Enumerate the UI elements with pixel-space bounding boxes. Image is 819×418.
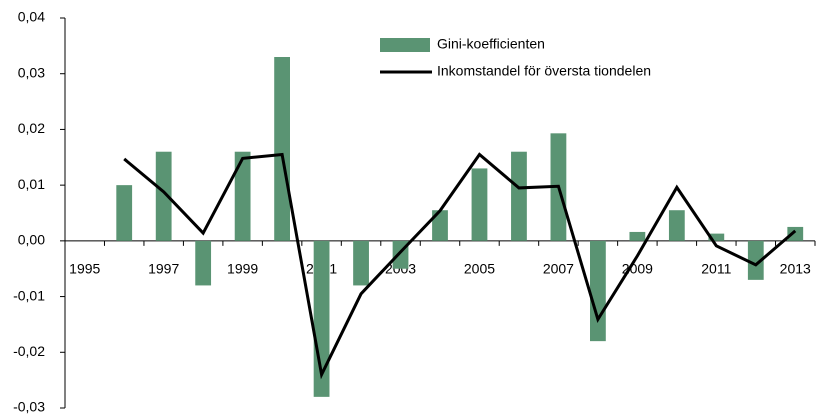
- x-tick-label: 2005: [464, 261, 495, 277]
- y-tick-label: -0,03: [13, 399, 45, 415]
- y-tick-label: 0,02: [18, 120, 45, 136]
- bar: [274, 57, 290, 241]
- x-tick-label: 1997: [148, 261, 179, 277]
- bar: [195, 240, 212, 286]
- x-tick-label: 2013: [780, 261, 811, 277]
- x-tick-label: 1995: [69, 261, 100, 277]
- bar: [747, 240, 764, 280]
- y-tick-label: 0,03: [18, 64, 45, 80]
- bar: [629, 231, 646, 241]
- line: [123, 152, 797, 380]
- bar: [116, 185, 133, 241]
- bar: [155, 151, 172, 241]
- bar: [668, 210, 685, 241]
- bar: [708, 233, 725, 241]
- y-tick-label: 0,01: [18, 176, 45, 192]
- bar: [590, 240, 606, 342]
- bar: [787, 226, 804, 241]
- y-tick-label: 0,04: [18, 9, 45, 25]
- bar: [234, 151, 251, 241]
- legend-label: Inkomstandel för översta tiondelen: [437, 63, 651, 79]
- x-tick-label: 2007: [543, 261, 574, 277]
- bar: [511, 151, 527, 241]
- x-tick-label: 2011: [701, 261, 731, 277]
- y-tick-label: -0,01: [13, 287, 45, 303]
- legend-swatch: [380, 38, 430, 52]
- y-tick-label: -0,02: [13, 343, 45, 359]
- y-tick-label: 0,00: [18, 232, 45, 248]
- bar: [432, 210, 448, 241]
- x-tick-label: 2009: [622, 261, 653, 277]
- x-tick-label: 1999: [227, 261, 258, 277]
- bar: [471, 168, 488, 241]
- legend-label: Gini-koefficienten: [437, 36, 545, 52]
- bar: [353, 240, 369, 286]
